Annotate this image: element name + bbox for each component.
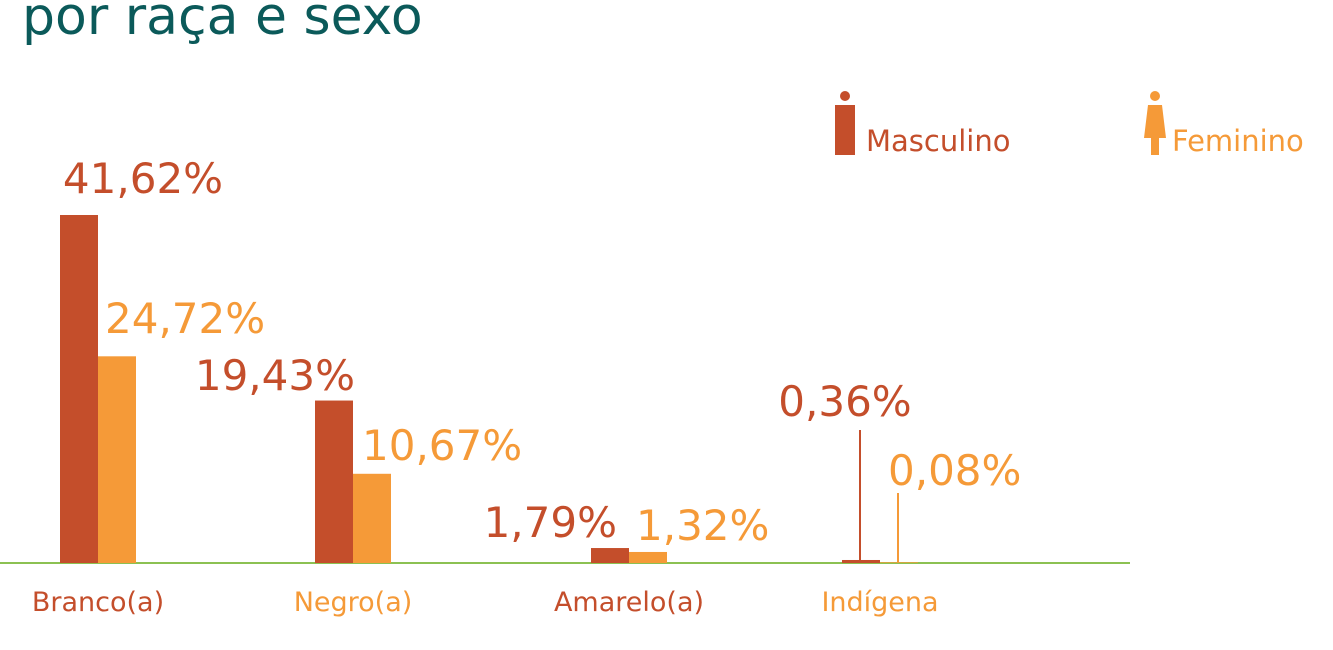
chart-title: por raça e sexo [22, 0, 423, 47]
bar [98, 356, 136, 563]
x-tick-label: Indígena [821, 587, 938, 618]
x-tick-label: Branco(a) [32, 587, 164, 618]
bar [880, 562, 918, 563]
bar [629, 551, 667, 563]
legend-label: Masculino [866, 124, 1010, 158]
legend-icon-head [1150, 91, 1160, 101]
legend-label: Feminino [1172, 124, 1304, 158]
value-label: 10,67% [362, 421, 522, 470]
value-label: 0,36% [778, 377, 911, 426]
legend-icon-body [835, 105, 855, 155]
value-label: 1,79% [484, 498, 617, 547]
bar [315, 400, 353, 563]
value-label: 24,72% [105, 294, 265, 343]
value-label: 1,32% [636, 501, 769, 550]
bar [591, 548, 629, 563]
value-label: 19,43% [195, 351, 355, 400]
x-tick-label: Amarelo(a) [554, 587, 704, 618]
bar [60, 215, 98, 563]
value-label: 41,62% [63, 154, 223, 203]
legend-icon-head [840, 91, 850, 101]
legend-icon-body [1144, 105, 1166, 155]
value-label: 0,08% [888, 446, 1021, 495]
bar [842, 559, 880, 563]
bar [353, 473, 391, 563]
x-tick-label: Negro(a) [294, 587, 413, 618]
